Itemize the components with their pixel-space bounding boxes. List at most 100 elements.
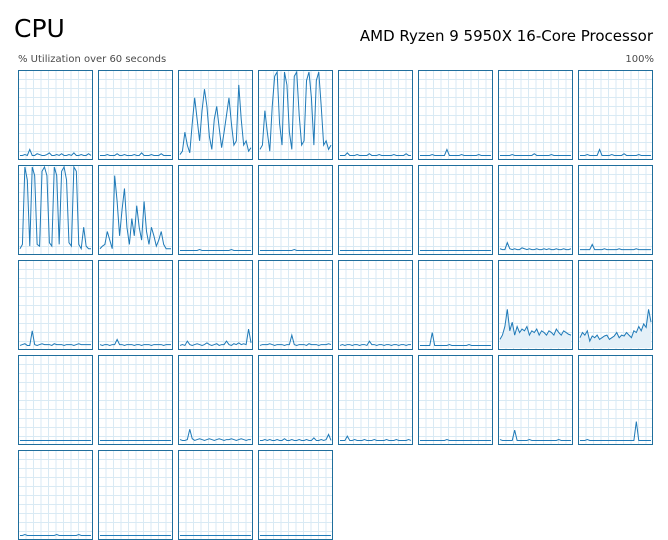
core-graph-svg	[99, 261, 172, 349]
core-graph-16	[18, 260, 93, 350]
core-graph-33	[98, 450, 173, 540]
core-graph-svg	[259, 71, 332, 159]
core-graph-svg	[419, 166, 492, 254]
core-utilization-line	[20, 167, 91, 249]
core-graph-svg	[99, 451, 172, 539]
core-graph-28	[338, 355, 413, 445]
core-graph-svg	[499, 166, 572, 254]
core-graph-13	[418, 165, 493, 255]
core-graph-svg	[579, 261, 652, 349]
core-utilization-line	[260, 434, 331, 440]
core-graph-31	[578, 355, 653, 445]
core-graph-svg	[339, 166, 412, 254]
core-utilization-line	[580, 422, 651, 441]
core-graph-5	[418, 70, 493, 160]
core-graph-svg	[419, 356, 492, 444]
core-graph-svg	[339, 71, 412, 159]
core-graph-4	[338, 70, 413, 160]
core-graph-34	[178, 450, 253, 540]
core-graph-12	[338, 165, 413, 255]
core-utilization-line	[180, 250, 251, 251]
core-graph-7	[578, 70, 653, 160]
core-utilization-line	[580, 149, 651, 155]
core-graph-1	[98, 70, 173, 160]
core-graph-svg	[19, 71, 92, 159]
core-graph-svg	[19, 166, 92, 254]
core-utilization-line	[260, 72, 331, 151]
core-graph-svg	[19, 451, 92, 539]
core-graph-21	[418, 260, 493, 350]
core-graph-32	[18, 450, 93, 540]
core-graph-2	[178, 70, 253, 160]
core-utilization-line	[340, 436, 411, 440]
core-graph-10	[178, 165, 253, 255]
core-utilization-line	[420, 440, 491, 441]
core-graph-svg	[19, 261, 92, 349]
core-utilization-line	[260, 250, 331, 251]
core-utilization-area	[499, 309, 572, 349]
core-graph-svg	[579, 71, 652, 159]
page-title: CPU	[14, 14, 65, 43]
core-graph-svg	[499, 71, 572, 159]
core-graph-26	[178, 355, 253, 445]
core-graph-svg	[99, 356, 172, 444]
core-graph-29	[418, 355, 493, 445]
core-graph-17	[98, 260, 173, 350]
core-utilization-line	[100, 153, 171, 156]
core-graph-8	[18, 165, 93, 255]
core-utilization-line	[500, 243, 571, 250]
core-graph-6	[498, 70, 573, 160]
core-utilization-line	[260, 335, 331, 345]
core-graph-15	[578, 165, 653, 255]
core-graph-20	[338, 260, 413, 350]
core-graph-svg	[179, 71, 252, 159]
core-graph-27	[258, 355, 333, 445]
core-graph-svg	[179, 261, 252, 349]
core-utilization-line	[180, 85, 251, 155]
core-utilization-grid	[18, 70, 656, 540]
core-utilization-line	[340, 153, 411, 156]
core-graph-svg	[179, 451, 252, 539]
core-utilization-line	[100, 339, 171, 345]
core-graph-30	[498, 355, 573, 445]
core-utilization-line	[580, 309, 651, 341]
core-graph-svg	[259, 451, 332, 539]
core-graph-19	[258, 260, 333, 350]
max-utilization-label: 100%	[625, 54, 654, 65]
core-graph-23	[578, 260, 653, 350]
core-utilization-line	[420, 333, 491, 346]
core-graph-svg	[259, 356, 332, 444]
core-utilization-line	[500, 309, 571, 339]
core-graph-svg	[19, 356, 92, 444]
core-graph-svg	[179, 166, 252, 254]
core-graph-svg	[419, 71, 492, 159]
core-utilization-line	[180, 429, 251, 440]
core-graph-svg	[179, 356, 252, 444]
core-graph-svg	[339, 356, 412, 444]
core-utilization-line	[180, 329, 251, 345]
core-graph-svg	[579, 166, 652, 254]
processor-name: AMD Ryzen 9 5950X 16-Core Processor	[359, 27, 653, 45]
core-graph-18	[178, 260, 253, 350]
core-utilization-line	[20, 331, 91, 346]
core-graph-14	[498, 165, 573, 255]
core-utilization-line	[420, 149, 491, 155]
core-utilization-line	[500, 430, 571, 440]
core-utilization-line	[500, 154, 571, 156]
utilization-caption: % Utilization over 60 seconds	[18, 54, 167, 65]
core-graph-24	[18, 355, 93, 445]
core-graph-svg	[499, 261, 572, 349]
core-graph-svg	[99, 71, 172, 159]
core-graph-svg	[339, 261, 412, 349]
core-graph-svg	[579, 356, 652, 444]
core-utilization-line	[580, 244, 651, 249]
core-utilization-line	[100, 176, 171, 249]
core-utilization-line	[20, 149, 91, 155]
core-utilization-line	[20, 535, 91, 536]
core-graph-35	[258, 450, 333, 540]
core-graph-0	[18, 70, 93, 160]
core-utilization-line	[340, 341, 411, 345]
core-graph-svg	[259, 166, 332, 254]
core-graph-svg	[419, 261, 492, 349]
core-graph-svg	[259, 261, 332, 349]
